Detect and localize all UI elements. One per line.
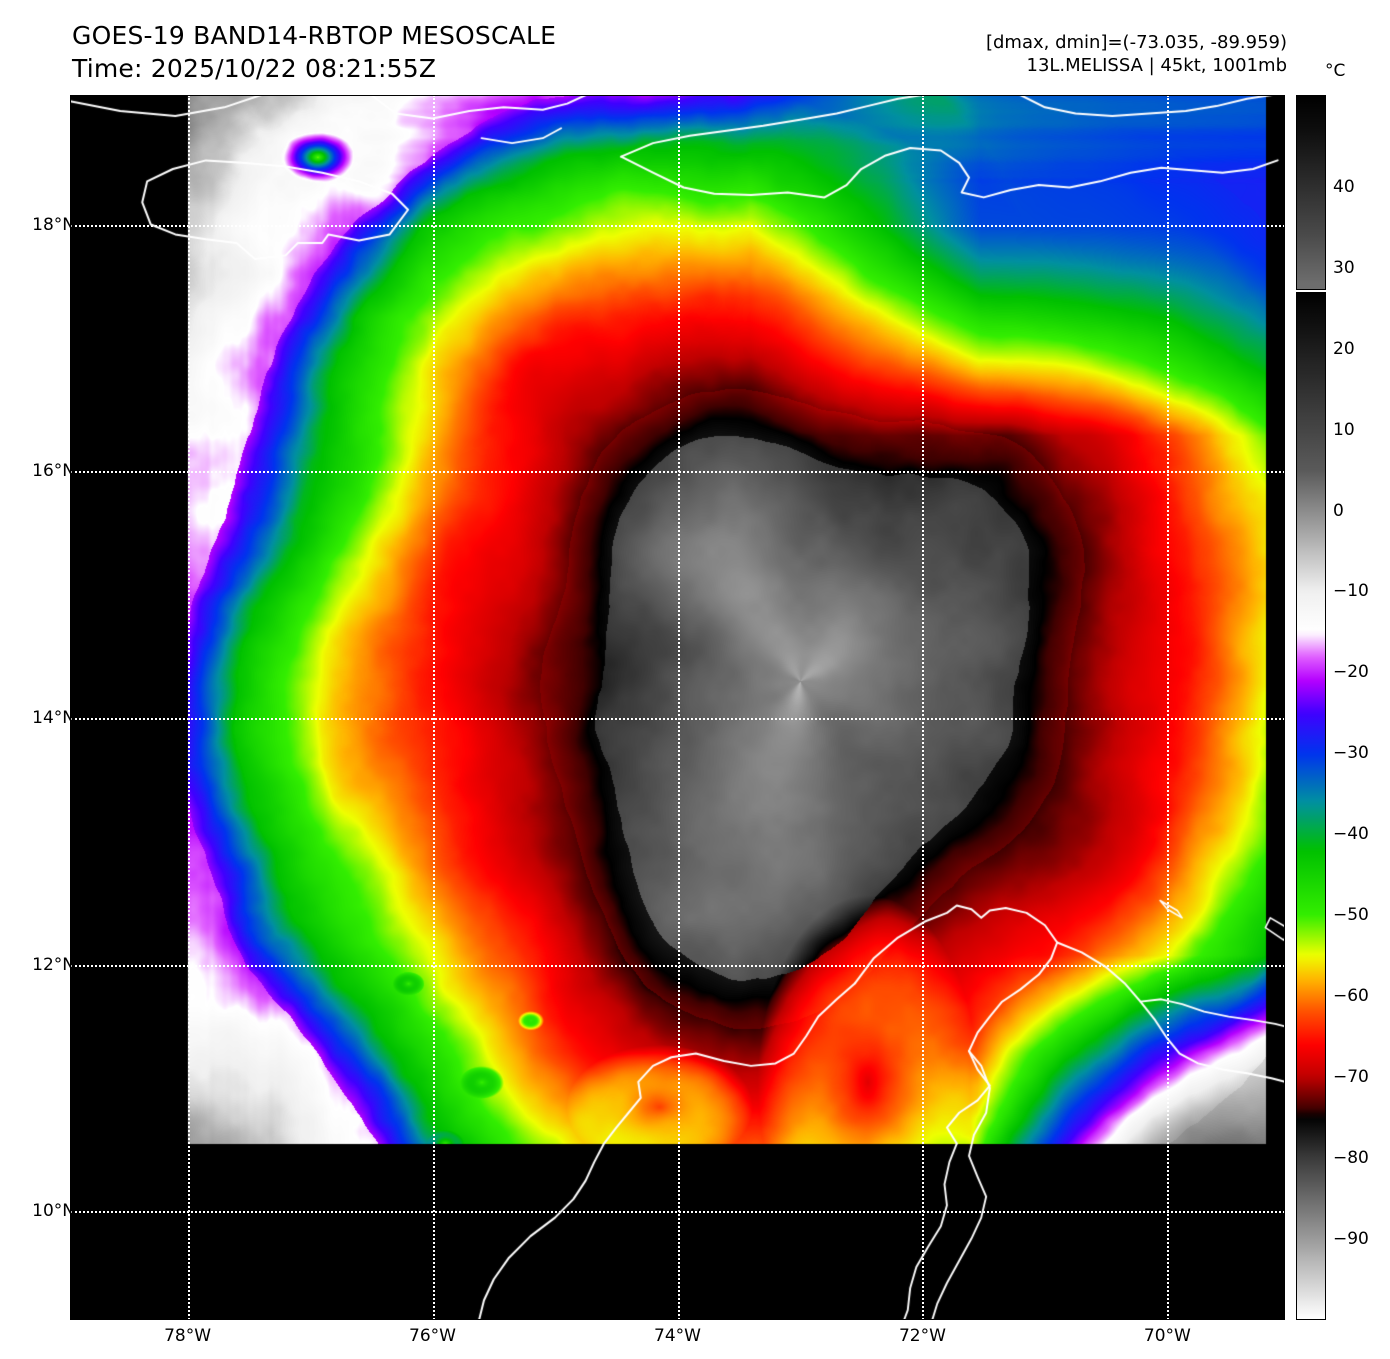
colorbar-tick-label: −10 bbox=[1333, 581, 1369, 602]
colorbar-tick-label: −80 bbox=[1333, 1148, 1369, 1169]
colorbar-tick-label: 20 bbox=[1333, 338, 1355, 359]
colorbar-tick-label: 40 bbox=[1333, 176, 1355, 197]
title-block: GOES-19 BAND14-RBTOP MESOSCALE Time: 202… bbox=[72, 20, 556, 85]
latitude-tick-label: 14°N bbox=[32, 707, 75, 728]
dmax-dmin-label: [dmax, dmin]=(-73.035, -89.959) bbox=[985, 32, 1287, 53]
colorbar-tick-label: −70 bbox=[1333, 1067, 1369, 1088]
colorbar-tick-label: 10 bbox=[1333, 419, 1355, 440]
longitude-tick-label: 74°W bbox=[654, 1326, 701, 1346]
colorbar-tick-label: −60 bbox=[1333, 986, 1369, 1007]
longitude-tick-label: 70°W bbox=[1143, 1326, 1191, 1346]
latitude-tick-label: 18°N bbox=[32, 214, 75, 235]
longitude-tick-label: 72°W bbox=[898, 1326, 946, 1346]
colorbar-tick-label: −50 bbox=[1333, 905, 1369, 926]
latitude-tick-label: 16°N bbox=[32, 461, 75, 482]
satellite-image-plot[interactable]: Copyright © 2020-2025 Dapiya bbox=[70, 95, 1285, 1320]
latitude-tick-label: 10°N bbox=[32, 1201, 75, 1222]
colorbar-tick-label: −40 bbox=[1333, 824, 1369, 845]
timestamp-label: Time: 2025/10/22 08:21:55Z bbox=[72, 53, 437, 83]
longitude-tick-label: 76°W bbox=[409, 1326, 457, 1346]
colorbar-warm-segment bbox=[1296, 95, 1326, 290]
latitude-tick-label: 12°N bbox=[32, 954, 75, 975]
colorbar-unit-label: °C bbox=[1325, 61, 1346, 81]
longitude-tick-label: 78°W bbox=[164, 1326, 212, 1346]
storm-info-label: 13L.MELISSA | 45kt, 1001mb bbox=[1026, 55, 1288, 77]
satellite-imagery-canvas bbox=[70, 95, 1285, 1320]
colorbar-tick-label: 0 bbox=[1333, 500, 1344, 521]
metadata-block: [dmax, dmin]=(-73.035, -89.959) 13L.MELI… bbox=[986, 31, 1287, 78]
colorbar-tick-label: 30 bbox=[1333, 257, 1355, 278]
colorbar-tick-label: −90 bbox=[1333, 1229, 1369, 1250]
colorbar-tick-label: −30 bbox=[1333, 743, 1369, 764]
colorbar-tick-label: −20 bbox=[1333, 662, 1369, 683]
page-title: GOES-19 BAND14-RBTOP MESOSCALE bbox=[72, 21, 557, 50]
colorbar-main-segment bbox=[1296, 292, 1326, 1320]
